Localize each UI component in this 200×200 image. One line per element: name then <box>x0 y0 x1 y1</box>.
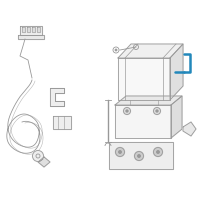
Circle shape <box>124 108 130 114</box>
Polygon shape <box>170 44 183 100</box>
Polygon shape <box>20 26 42 35</box>
Circle shape <box>32 150 44 162</box>
Circle shape <box>118 150 122 154</box>
Circle shape <box>156 150 160 154</box>
Circle shape <box>138 154 140 158</box>
Polygon shape <box>118 58 170 100</box>
Polygon shape <box>183 122 196 136</box>
Polygon shape <box>32 27 35 32</box>
Circle shape <box>156 110 158 112</box>
Polygon shape <box>38 157 50 167</box>
Circle shape <box>126 110 128 112</box>
Polygon shape <box>53 116 71 129</box>
Polygon shape <box>18 35 44 39</box>
Polygon shape <box>118 44 183 58</box>
Circle shape <box>116 148 124 156</box>
Polygon shape <box>115 105 171 138</box>
Polygon shape <box>115 96 182 105</box>
Polygon shape <box>109 142 173 169</box>
Circle shape <box>134 152 144 160</box>
Circle shape <box>154 108 160 114</box>
Polygon shape <box>50 88 64 106</box>
Circle shape <box>154 148 162 156</box>
Polygon shape <box>27 27 30 32</box>
Polygon shape <box>22 27 25 32</box>
Polygon shape <box>37 27 40 32</box>
Circle shape <box>115 49 117 51</box>
Polygon shape <box>171 96 182 138</box>
